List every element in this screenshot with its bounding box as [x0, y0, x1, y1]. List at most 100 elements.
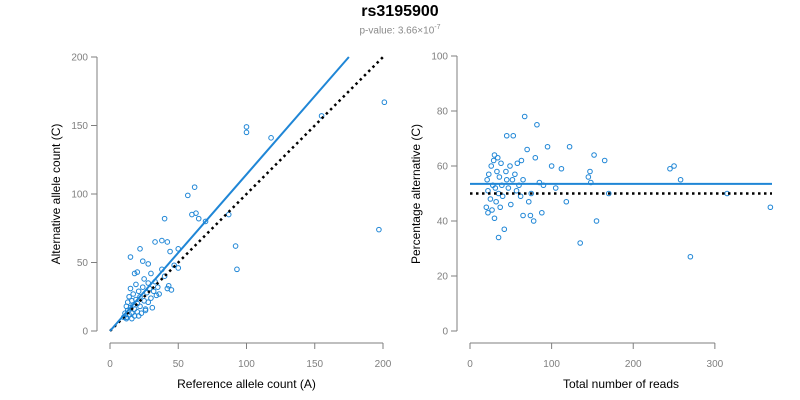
scatter-panel-allele-counts: 0 50 100 150 200 0 50 100 150 200 Reference allele…	[49, 53, 392, 392]
data-point	[528, 190, 535, 197]
data-point	[503, 132, 510, 139]
data-point	[161, 215, 168, 222]
data-point	[577, 240, 583, 246]
data-point	[539, 209, 545, 216]
data-point	[243, 129, 250, 136]
data-point	[154, 284, 161, 290]
data-point	[503, 168, 509, 175]
data-point	[495, 234, 502, 241]
y-tick-label: 40	[437, 217, 449, 228]
data-point	[127, 285, 134, 292]
data-point	[148, 295, 154, 301]
data-point	[492, 185, 499, 191]
data-point	[491, 152, 498, 158]
data-point	[137, 303, 143, 310]
data-point	[593, 218, 600, 224]
data-point	[667, 165, 673, 172]
data-point	[234, 266, 240, 273]
data-point	[508, 201, 514, 208]
data-point	[126, 311, 132, 318]
data-point	[141, 276, 147, 282]
data-point	[232, 243, 239, 249]
data-point	[148, 270, 154, 277]
data-point	[195, 215, 202, 222]
y-tick-label: 50	[77, 258, 89, 269]
data-point	[243, 124, 250, 130]
data-point	[145, 261, 152, 267]
data-point	[161, 273, 168, 280]
x-axis-label: Total number of reads	[563, 377, 679, 391]
data-point	[585, 174, 592, 180]
data-point	[130, 291, 137, 297]
data-point	[503, 176, 510, 183]
data-point	[175, 265, 182, 271]
data-point	[534, 121, 540, 128]
x-tick-label: 150	[306, 359, 323, 370]
data-point	[514, 160, 521, 167]
data-point	[587, 168, 593, 175]
data-point	[558, 165, 565, 172]
data-point	[491, 215, 498, 222]
data-point	[485, 187, 491, 194]
x-tick-label: 200	[375, 359, 392, 370]
data-point	[159, 237, 165, 244]
data-point	[168, 287, 175, 293]
data-point	[521, 113, 528, 120]
x-tick-label: 100	[238, 359, 255, 370]
data-point	[513, 187, 520, 194]
data-point	[552, 185, 559, 191]
data-point	[145, 299, 152, 306]
data-point	[139, 284, 146, 290]
chart-subtitle-pvalue: p-value: 3.66×10-7	[0, 24, 800, 36]
data-point	[489, 207, 495, 213]
data-point	[566, 143, 573, 150]
data-point	[137, 246, 143, 252]
data-point	[499, 193, 506, 200]
data-point	[484, 176, 490, 183]
data-point	[268, 135, 274, 141]
data-point	[544, 143, 551, 150]
data-point	[494, 168, 500, 175]
data-point	[139, 258, 146, 264]
data-point	[126, 293, 132, 300]
data-point	[191, 184, 198, 190]
data-point	[153, 292, 160, 299]
reference-line	[109, 56, 384, 332]
y-tick-label: 60	[437, 162, 449, 173]
data-point	[133, 281, 139, 288]
data-point	[512, 171, 518, 178]
data-point	[520, 176, 526, 183]
x-tick-label: 200	[625, 359, 642, 370]
data-point	[483, 204, 490, 211]
data-point	[496, 174, 503, 180]
data-point	[509, 176, 516, 183]
data-point	[767, 204, 774, 211]
fit-line	[109, 56, 350, 332]
data-point	[167, 248, 173, 255]
data-point	[517, 193, 524, 200]
data-point	[164, 239, 171, 245]
data-point	[485, 171, 492, 178]
data-point	[497, 204, 504, 211]
data-point	[527, 212, 534, 219]
data-point	[193, 210, 199, 216]
data-point	[605, 190, 612, 197]
data-point	[131, 270, 138, 277]
data-point	[532, 154, 539, 161]
data-point	[142, 307, 149, 314]
data-point	[165, 282, 172, 289]
data-point	[498, 160, 504, 167]
data-point	[591, 152, 597, 158]
data-point	[507, 163, 513, 169]
data-point	[490, 157, 497, 164]
data-point	[185, 192, 191, 199]
data-point	[548, 163, 555, 169]
data-point	[127, 254, 134, 260]
data-point	[524, 146, 530, 153]
data-point	[671, 163, 677, 169]
y-tick-label: 200	[71, 53, 88, 64]
x-axis-label: Reference allele count (A)	[177, 377, 316, 391]
